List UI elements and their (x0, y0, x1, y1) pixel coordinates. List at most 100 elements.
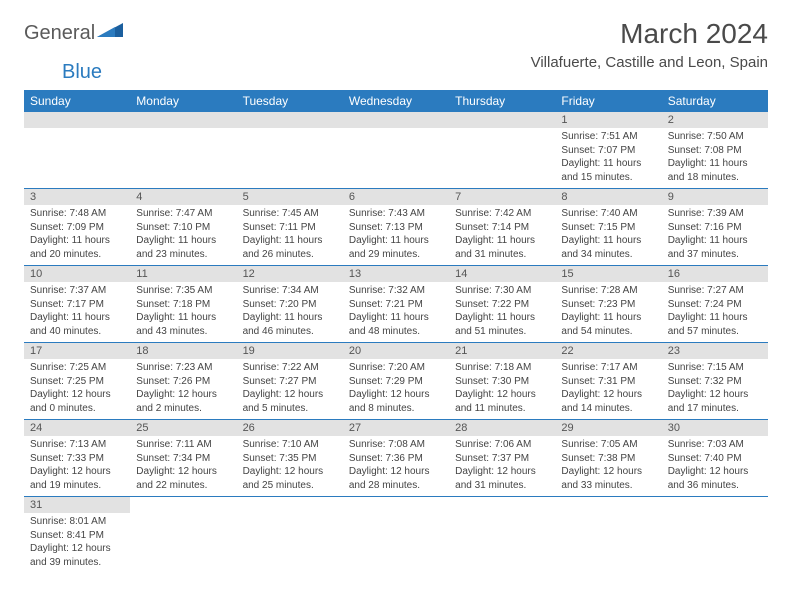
sunset-text: Sunset: 7:18 PM (136, 298, 230, 312)
sunrise-text: Sunrise: 7:48 AM (30, 207, 124, 221)
week-row: 24Sunrise: 7:13 AMSunset: 7:33 PMDayligh… (24, 420, 768, 497)
day-cell (24, 112, 130, 188)
sunset-text: Sunset: 7:23 PM (561, 298, 655, 312)
day-details: Sunrise: 7:34 AMSunset: 7:20 PMDaylight:… (237, 282, 343, 342)
daylight-text: Daylight: 12 hours and 25 minutes. (243, 465, 337, 492)
daylight-text: Daylight: 11 hours and 54 minutes. (561, 311, 655, 338)
daylight-text: Daylight: 12 hours and 5 minutes. (243, 388, 337, 415)
sunset-text: Sunset: 7:31 PM (561, 375, 655, 389)
sunset-text: Sunset: 7:20 PM (243, 298, 337, 312)
daylight-text: Daylight: 11 hours and 37 minutes. (668, 234, 762, 261)
day-details: Sunrise: 7:23 AMSunset: 7:26 PMDaylight:… (130, 359, 236, 419)
day-details (237, 513, 343, 519)
daylight-text: Daylight: 12 hours and 0 minutes. (30, 388, 124, 415)
day-cell: 4Sunrise: 7:47 AMSunset: 7:10 PMDaylight… (130, 189, 236, 265)
daylight-text: Daylight: 12 hours and 8 minutes. (349, 388, 443, 415)
day-number: 8 (555, 189, 661, 205)
day-cell: 26Sunrise: 7:10 AMSunset: 7:35 PMDayligh… (237, 420, 343, 496)
calendar-page: General March 2024 Villafuerte, Castille… (0, 0, 792, 573)
sunrise-text: Sunrise: 7:43 AM (349, 207, 443, 221)
day-cell: 17Sunrise: 7:25 AMSunset: 7:25 PMDayligh… (24, 343, 130, 419)
day-details (449, 513, 555, 519)
day-number: 5 (237, 189, 343, 205)
day-cell: 20Sunrise: 7:20 AMSunset: 7:29 PMDayligh… (343, 343, 449, 419)
sunrise-text: Sunrise: 7:30 AM (455, 284, 549, 298)
sunrise-text: Sunrise: 7:05 AM (561, 438, 655, 452)
sunrise-text: Sunrise: 7:34 AM (243, 284, 337, 298)
day-number: 31 (24, 497, 130, 513)
day-cell: 27Sunrise: 7:08 AMSunset: 7:36 PMDayligh… (343, 420, 449, 496)
day-number: 28 (449, 420, 555, 436)
day-cell (449, 112, 555, 188)
day-number (130, 112, 236, 128)
sunset-text: Sunset: 7:35 PM (243, 452, 337, 466)
sunset-text: Sunset: 7:27 PM (243, 375, 337, 389)
day-details: Sunrise: 7:48 AMSunset: 7:09 PMDaylight:… (24, 205, 130, 265)
day-cell: 2Sunrise: 7:50 AMSunset: 7:08 PMDaylight… (662, 112, 768, 188)
day-cell: 22Sunrise: 7:17 AMSunset: 7:31 PMDayligh… (555, 343, 661, 419)
day-details: Sunrise: 7:50 AMSunset: 7:08 PMDaylight:… (662, 128, 768, 188)
day-number (237, 112, 343, 128)
day-details: Sunrise: 7:11 AMSunset: 7:34 PMDaylight:… (130, 436, 236, 496)
sunrise-text: Sunrise: 7:47 AM (136, 207, 230, 221)
day-cell: 24Sunrise: 7:13 AMSunset: 7:33 PMDayligh… (24, 420, 130, 496)
daylight-text: Daylight: 12 hours and 11 minutes. (455, 388, 549, 415)
weekday-header-row: Sunday Monday Tuesday Wednesday Thursday… (24, 90, 768, 112)
daylight-text: Daylight: 12 hours and 19 minutes. (30, 465, 124, 492)
sunrise-text: Sunrise: 7:25 AM (30, 361, 124, 375)
sunrise-text: Sunrise: 7:03 AM (668, 438, 762, 452)
day-cell: 3Sunrise: 7:48 AMSunset: 7:09 PMDaylight… (24, 189, 130, 265)
sunrise-text: Sunrise: 7:45 AM (243, 207, 337, 221)
day-details: Sunrise: 7:43 AMSunset: 7:13 PMDaylight:… (343, 205, 449, 265)
daylight-text: Daylight: 11 hours and 20 minutes. (30, 234, 124, 261)
day-number: 29 (555, 420, 661, 436)
day-details: Sunrise: 7:18 AMSunset: 7:30 PMDaylight:… (449, 359, 555, 419)
sunset-text: Sunset: 7:10 PM (136, 221, 230, 235)
daylight-text: Daylight: 11 hours and 15 minutes. (561, 157, 655, 184)
weekday-wednesday: Wednesday (343, 90, 449, 112)
sunset-text: Sunset: 7:16 PM (668, 221, 762, 235)
sunrise-text: Sunrise: 7:06 AM (455, 438, 549, 452)
day-cell (237, 497, 343, 573)
sunrise-text: Sunrise: 7:39 AM (668, 207, 762, 221)
day-cell: 6Sunrise: 7:43 AMSunset: 7:13 PMDaylight… (343, 189, 449, 265)
day-number: 2 (662, 112, 768, 128)
day-details: Sunrise: 7:15 AMSunset: 7:32 PMDaylight:… (662, 359, 768, 419)
sunrise-text: Sunrise: 7:23 AM (136, 361, 230, 375)
sunrise-text: Sunrise: 7:32 AM (349, 284, 443, 298)
sunrise-text: Sunrise: 7:08 AM (349, 438, 443, 452)
day-cell: 30Sunrise: 7:03 AMSunset: 7:40 PMDayligh… (662, 420, 768, 496)
day-number: 25 (130, 420, 236, 436)
day-details: Sunrise: 7:42 AMSunset: 7:14 PMDaylight:… (449, 205, 555, 265)
sunset-text: Sunset: 7:32 PM (668, 375, 762, 389)
daylight-text: Daylight: 12 hours and 2 minutes. (136, 388, 230, 415)
day-cell (237, 112, 343, 188)
daylight-text: Daylight: 11 hours and 48 minutes. (349, 311, 443, 338)
day-details: Sunrise: 7:20 AMSunset: 7:29 PMDaylight:… (343, 359, 449, 419)
day-number (343, 112, 449, 128)
daylight-text: Daylight: 11 hours and 43 minutes. (136, 311, 230, 338)
logo: General (24, 22, 123, 45)
day-details: Sunrise: 7:28 AMSunset: 7:23 PMDaylight:… (555, 282, 661, 342)
weekday-thursday: Thursday (449, 90, 555, 112)
daylight-text: Daylight: 11 hours and 23 minutes. (136, 234, 230, 261)
day-details (343, 128, 449, 134)
day-cell (130, 497, 236, 573)
day-details: Sunrise: 7:17 AMSunset: 7:31 PMDaylight:… (555, 359, 661, 419)
sunrise-text: Sunrise: 7:27 AM (668, 284, 762, 298)
sunrise-text: Sunrise: 7:51 AM (561, 130, 655, 144)
day-details: Sunrise: 7:08 AMSunset: 7:36 PMDaylight:… (343, 436, 449, 496)
daylight-text: Daylight: 11 hours and 31 minutes. (455, 234, 549, 261)
sunset-text: Sunset: 7:38 PM (561, 452, 655, 466)
daylight-text: Daylight: 12 hours and 31 minutes. (455, 465, 549, 492)
day-number: 11 (130, 266, 236, 282)
day-cell (662, 497, 768, 573)
day-details: Sunrise: 7:27 AMSunset: 7:24 PMDaylight:… (662, 282, 768, 342)
day-number: 21 (449, 343, 555, 359)
daylight-text: Daylight: 11 hours and 18 minutes. (668, 157, 762, 184)
logo-triangle-icon (97, 20, 123, 43)
sunset-text: Sunset: 7:17 PM (30, 298, 124, 312)
day-number: 19 (237, 343, 343, 359)
day-cell: 1Sunrise: 7:51 AMSunset: 7:07 PMDaylight… (555, 112, 661, 188)
day-number: 7 (449, 189, 555, 205)
